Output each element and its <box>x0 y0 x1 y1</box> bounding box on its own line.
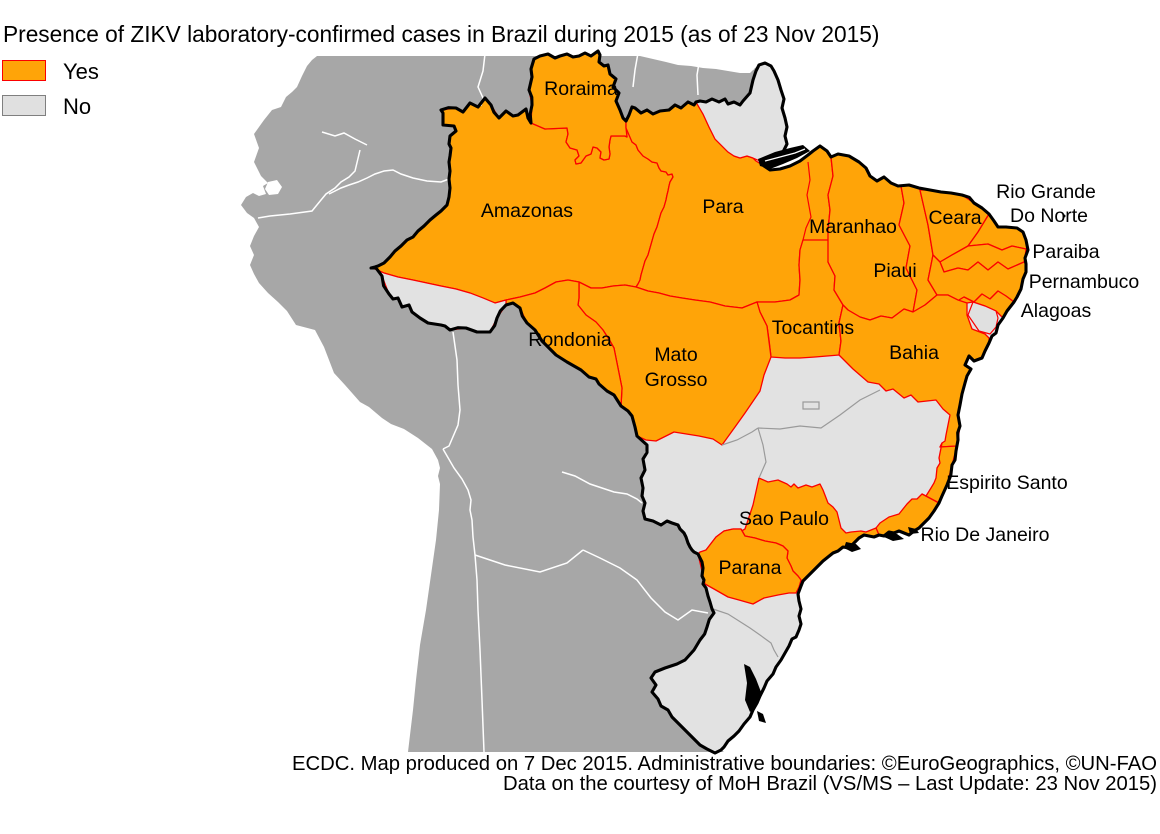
svg-text:Para: Para <box>702 196 743 218</box>
svg-text:Espirito Santo: Espirito Santo <box>946 472 1068 494</box>
svg-text:Roraima: Roraima <box>544 78 618 100</box>
svg-text:Parana: Parana <box>719 557 782 579</box>
svg-text:Bahia: Bahia <box>889 342 939 364</box>
svg-text:Piaui: Piaui <box>873 260 916 282</box>
svg-text:Grosso: Grosso <box>645 369 708 391</box>
svg-text:Sao Paulo: Sao Paulo <box>739 508 829 530</box>
svg-text:Rio Grande: Rio Grande <box>996 181 1096 203</box>
svg-text:Ceara: Ceara <box>928 207 981 229</box>
svg-text:Do Norte: Do Norte <box>1010 205 1088 227</box>
svg-text:Mato: Mato <box>654 344 698 366</box>
svg-text:Pernambuco: Pernambuco <box>1029 271 1140 293</box>
svg-text:Rio De Janeiro: Rio De Janeiro <box>921 524 1050 546</box>
svg-text:Paraiba: Paraiba <box>1032 241 1099 263</box>
svg-text:Alagoas: Alagoas <box>1021 300 1092 322</box>
svg-text:Tocantins: Tocantins <box>772 317 855 339</box>
svg-text:Maranhao: Maranhao <box>809 216 897 238</box>
svg-text:Rondonia: Rondonia <box>528 329 612 351</box>
svg-text:Amazonas: Amazonas <box>481 200 573 222</box>
